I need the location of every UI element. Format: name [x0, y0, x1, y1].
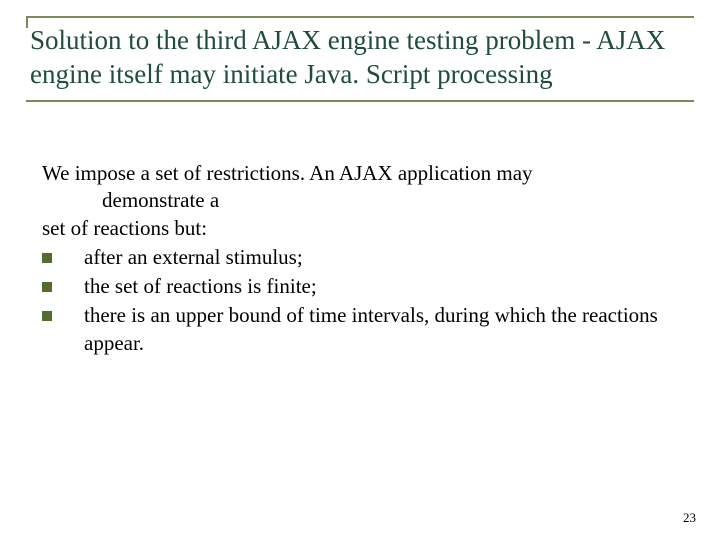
title-rule-bottom	[26, 100, 694, 102]
title-block: Solution to the third AJAX engine testin…	[26, 16, 694, 102]
square-bullet-icon	[42, 253, 52, 263]
bullet-text: after an external stimulus;	[84, 244, 662, 271]
body-content: We impose a set of restrictions. An AJAX…	[42, 160, 662, 357]
bullet-text: there is an upper bound of time interval…	[84, 302, 662, 357]
list-item: after an external stimulus;	[42, 244, 662, 271]
slide-title: Solution to the third AJAX engine testin…	[26, 20, 694, 98]
slide: Solution to the third AJAX engine testin…	[0, 0, 720, 540]
bullet-text: the set of reactions is finite;	[84, 273, 662, 300]
page-number: 23	[683, 510, 696, 526]
intro-line-2: set of reactions but:	[42, 215, 662, 242]
square-bullet-icon	[42, 311, 52, 321]
intro-line-1-continuation: demonstrate a	[42, 187, 662, 214]
title-rule-top	[26, 16, 694, 18]
square-bullet-icon	[42, 282, 52, 292]
bullet-list: after an external stimulus; the set of r…	[42, 244, 662, 357]
list-item: the set of reactions is finite;	[42, 273, 662, 300]
title-corner-tick	[26, 16, 28, 28]
list-item: there is an upper bound of time interval…	[42, 302, 662, 357]
intro-line-1: We impose a set of restrictions. An AJAX…	[42, 160, 662, 187]
